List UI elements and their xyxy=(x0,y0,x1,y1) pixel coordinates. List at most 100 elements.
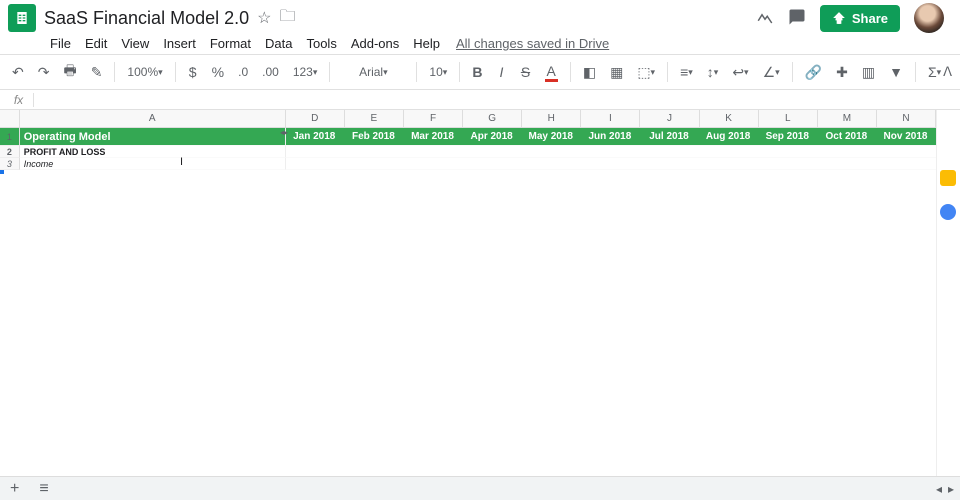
dec-decrease-icon[interactable]: .0 xyxy=(234,61,252,83)
avatar[interactable] xyxy=(914,3,944,33)
fill-color-icon[interactable]: ◧ xyxy=(579,60,600,85)
month-header[interactable]: Apr 2018 xyxy=(463,128,522,146)
col-header[interactable]: L xyxy=(759,110,818,128)
col-header[interactable]: K xyxy=(700,110,759,128)
functions-icon[interactable]: Σ xyxy=(924,60,945,84)
sheets-logo[interactable] xyxy=(8,4,36,32)
cell[interactable] xyxy=(640,158,699,170)
comment-icon[interactable]: ✚ xyxy=(832,60,852,85)
link-icon[interactable]: 🔗 xyxy=(801,60,826,85)
col-header[interactable]: F xyxy=(404,110,463,128)
cell[interactable] xyxy=(404,146,463,158)
select-all-corner[interactable] xyxy=(0,110,20,128)
col-header[interactable]: M xyxy=(818,110,877,128)
menu-format[interactable]: Format xyxy=(204,34,257,53)
font-size[interactable]: 10 xyxy=(425,61,451,83)
bold-icon[interactable]: B xyxy=(468,60,486,84)
col-header[interactable]: G xyxy=(463,110,522,128)
cell[interactable] xyxy=(759,158,818,170)
cell[interactable] xyxy=(463,158,522,170)
cell[interactable] xyxy=(877,146,936,158)
section-header[interactable]: Operating Model xyxy=(20,128,286,146)
cell[interactable] xyxy=(877,158,936,170)
col-header[interactable]: N xyxy=(877,110,936,128)
undo-icon[interactable]: ↶ xyxy=(8,60,28,85)
cell[interactable] xyxy=(286,158,345,170)
cell[interactable] xyxy=(581,146,640,158)
redo-icon[interactable]: ↷ xyxy=(34,60,54,85)
month-header[interactable]: Sep 2018 xyxy=(759,128,818,146)
text-color-icon[interactable]: A xyxy=(541,59,562,86)
column-group-toggle[interactable]: ◂▸ xyxy=(280,128,288,137)
add-sheet-icon[interactable]: + xyxy=(0,480,29,498)
col-header[interactable]: I xyxy=(581,110,640,128)
menu-data[interactable]: Data xyxy=(259,34,298,53)
wrap-icon[interactable]: ↩ xyxy=(728,60,752,85)
cell[interactable] xyxy=(522,158,581,170)
month-header[interactable]: Jul 2018 xyxy=(640,128,699,146)
comments-icon[interactable] xyxy=(788,8,806,29)
menu-help[interactable]: Help xyxy=(407,34,446,53)
cell[interactable] xyxy=(818,158,877,170)
cell[interactable] xyxy=(522,146,581,158)
col-header[interactable]: D xyxy=(286,110,345,128)
cell[interactable] xyxy=(345,146,404,158)
currency-icon[interactable]: $ xyxy=(184,60,202,84)
all-sheets-icon[interactable]: ≡ xyxy=(29,480,58,498)
save-status[interactable]: All changes saved in Drive xyxy=(456,36,609,51)
cell[interactable] xyxy=(581,158,640,170)
cell[interactable]: Income xyxy=(20,158,286,170)
toolbar-collapse-icon[interactable]: ᐱ xyxy=(943,64,952,80)
more-formats[interactable]: 123 xyxy=(289,61,322,83)
percent-icon[interactable]: % xyxy=(208,60,228,84)
col-header[interactable]: E xyxy=(345,110,404,128)
row-header[interactable]: 1 xyxy=(0,128,20,146)
chart-icon[interactable]: ▥ xyxy=(858,60,879,85)
tab-scroll-right-icon[interactable]: ▸ xyxy=(948,482,954,496)
doc-title[interactable]: SaaS Financial Model 2.0 xyxy=(44,8,249,29)
strike-icon[interactable]: S xyxy=(517,60,535,84)
tab-scroll-left-icon[interactable]: ◂ xyxy=(936,482,942,496)
cell[interactable] xyxy=(818,146,877,158)
share-button[interactable]: Share xyxy=(820,5,900,32)
align-h-icon[interactable]: ≡ xyxy=(676,60,697,84)
folder-icon[interactable]: 🗀 xyxy=(279,5,295,32)
cell[interactable] xyxy=(345,158,404,170)
col-header[interactable]: J xyxy=(640,110,699,128)
star-icon[interactable]: ☆ xyxy=(257,8,271,28)
row-header[interactable]: 2 xyxy=(0,146,20,158)
cell[interactable] xyxy=(700,158,759,170)
font-select[interactable]: Arial xyxy=(338,61,408,83)
cell[interactable] xyxy=(463,146,522,158)
month-header[interactable]: Mar 2018 xyxy=(404,128,463,146)
cell[interactable] xyxy=(640,146,699,158)
merge-icon[interactable]: ⬚ xyxy=(633,60,659,85)
cell[interactable]: PROFIT AND LOSS xyxy=(20,146,286,158)
menu-edit[interactable]: Edit xyxy=(79,34,113,53)
month-header[interactable]: Nov 2018 xyxy=(877,128,936,146)
menu-view[interactable]: View xyxy=(115,34,155,53)
month-header[interactable]: Feb 2018 xyxy=(345,128,404,146)
cell[interactable] xyxy=(286,146,345,158)
filter-icon[interactable]: ▼ xyxy=(885,60,907,84)
col-header[interactable]: H xyxy=(522,110,581,128)
month-header[interactable]: Jun 2018 xyxy=(581,128,640,146)
cell[interactable] xyxy=(759,146,818,158)
month-header[interactable]: Jan 2018 xyxy=(286,128,345,146)
rotate-icon[interactable]: ∠ xyxy=(759,60,784,85)
zoom-select[interactable]: 100% xyxy=(123,61,166,83)
month-header[interactable]: May 2018 xyxy=(522,128,581,146)
activity-icon[interactable] xyxy=(756,8,774,29)
keep-icon[interactable] xyxy=(940,170,956,186)
month-header[interactable]: Aug 2018 xyxy=(700,128,759,146)
sheet-grid[interactable]: ADEFGHIJKLMN 1Operating ModelJan 2018Feb… xyxy=(0,110,936,476)
col-header[interactable]: A xyxy=(20,110,286,128)
cell[interactable] xyxy=(700,146,759,158)
print-icon[interactable]: 🖶 xyxy=(59,56,80,88)
menu-insert[interactable]: Insert xyxy=(157,34,202,53)
row-header[interactable]: 3 xyxy=(0,158,20,170)
align-v-icon[interactable]: ↕ xyxy=(703,60,723,84)
menu-add-ons[interactable]: Add-ons xyxy=(345,34,405,53)
borders-icon[interactable]: ▦ xyxy=(606,60,627,85)
dec-increase-icon[interactable]: .00 xyxy=(258,61,283,83)
